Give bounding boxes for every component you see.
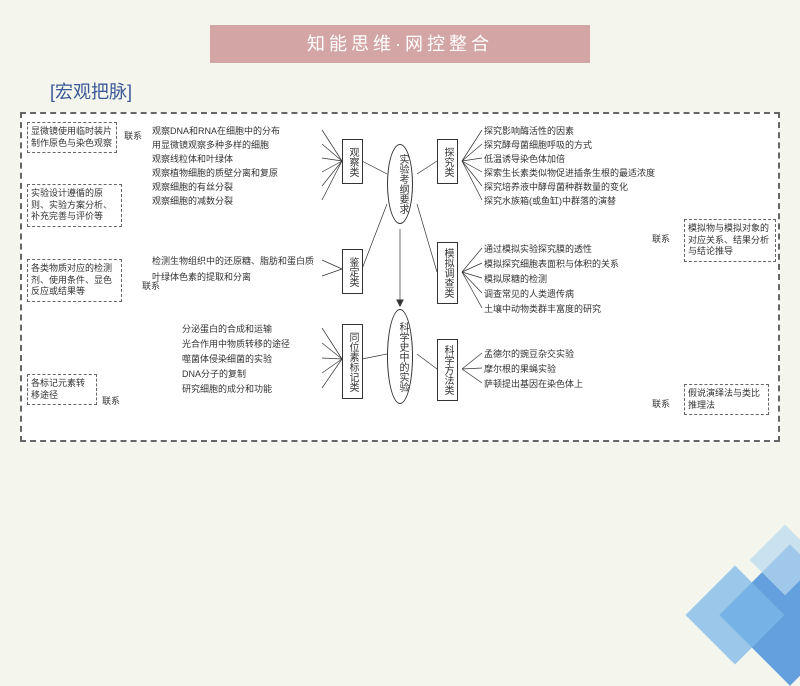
col1c-4: 研究细胞的成分和功能 [182, 384, 272, 396]
oval-0: 实验考纲要求 [387, 144, 413, 224]
corner-decoration [660, 535, 800, 625]
link-label-4: 联系 [652, 397, 670, 410]
left-box-1: 实验设计遵循的原则、实验方案分析、补充完善与评价等 [27, 184, 122, 227]
col1-0: 观察DNA和RNA在细胞中的分布 [152, 126, 280, 138]
col1-5: 观察细胞的减数分裂 [152, 196, 233, 208]
right-box-1: 假说演绎法与类比推理法 [684, 384, 769, 415]
link-label-3: 联系 [652, 232, 670, 245]
col1-1: 用显微镜观察多种多样的细胞 [152, 140, 269, 152]
vbox-3: 探究类 [437, 139, 458, 184]
col2-0: 探究影响酶活性的因素 [484, 126, 574, 138]
col1c-0: 分泌蛋白的合成和运输 [182, 324, 272, 336]
col2c-1: 摩尔根的果蝇实验 [484, 364, 556, 376]
subtitle: [宏观把脉] [50, 78, 800, 104]
col1-3: 观察植物细胞的质壁分离和复原 [152, 168, 278, 180]
col2-5: 探究水族箱(或鱼缸)中群落的演替 [484, 196, 616, 208]
col2-2: 低温诱导染色体加倍 [484, 154, 565, 166]
right-box-0: 模拟物与模拟对象的对应关系、结果分析与结论推导 [684, 219, 776, 262]
vbox-1: 鉴定类 [342, 249, 363, 294]
col2c-2: 萨顿提出基因在染色体上 [484, 379, 583, 391]
col2b-2: 模拟尿糖的检测 [484, 274, 547, 286]
link-label-0: 联系 [124, 129, 142, 142]
col2b-1: 模拟探究细胞表面积与体积的关系 [484, 259, 619, 271]
banner-title: 知能思维·网控整合 [210, 25, 590, 63]
diagram-container: 显微镜使用临时装片制作原色与染色观察实验设计遵循的原则、实验方案分析、补充完善与… [20, 112, 780, 442]
col2b-4: 土壤中动物类群丰富度的研究 [484, 304, 601, 316]
vbox-4: 模拟调查类 [437, 242, 458, 304]
col1-4: 观察细胞的有丝分裂 [152, 182, 233, 194]
col1-2: 观察线粒体和叶绿体 [152, 154, 233, 166]
col1c-3: DNA分子的复制 [182, 369, 246, 381]
col2b-3: 调查常见的人类遗传病 [484, 289, 574, 301]
col2c-0: 孟德尔的豌豆杂交实验 [484, 349, 574, 361]
col1b-0: 检测生物组织中的还原糖、脂肪和蛋白质 [152, 256, 314, 268]
col2-1: 探究酵母菌细胞呼吸的方式 [484, 140, 592, 152]
col1b-1: 叶绿体色素的提取和分离 [152, 272, 251, 284]
vbox-2: 同位素标记类 [342, 324, 363, 399]
oval-1: 科学史中的实验 [387, 309, 413, 404]
vbox-0: 观察类 [342, 139, 363, 184]
col2-4: 探究培养液中酵母菌种群数量的变化 [484, 182, 628, 194]
left-box-2: 各类物质对应的检测剂、使用条件、显色反应或结果等 [27, 259, 122, 302]
col1c-2: 噬菌体侵染细菌的实验 [182, 354, 272, 366]
col2b-0: 通过模拟实验探究膜的透性 [484, 244, 592, 256]
col2-3: 探索生长素类似物促进插条生根的最适浓度 [484, 168, 655, 180]
col1c-1: 光合作用中物质转移的途径 [182, 339, 290, 351]
left-box-0: 显微镜使用临时装片制作原色与染色观察 [27, 122, 117, 153]
left-box-3: 各标记元素转移途径 [27, 374, 97, 405]
link-label-2: 联系 [102, 394, 120, 407]
vbox-5: 科学方法类 [437, 339, 458, 401]
